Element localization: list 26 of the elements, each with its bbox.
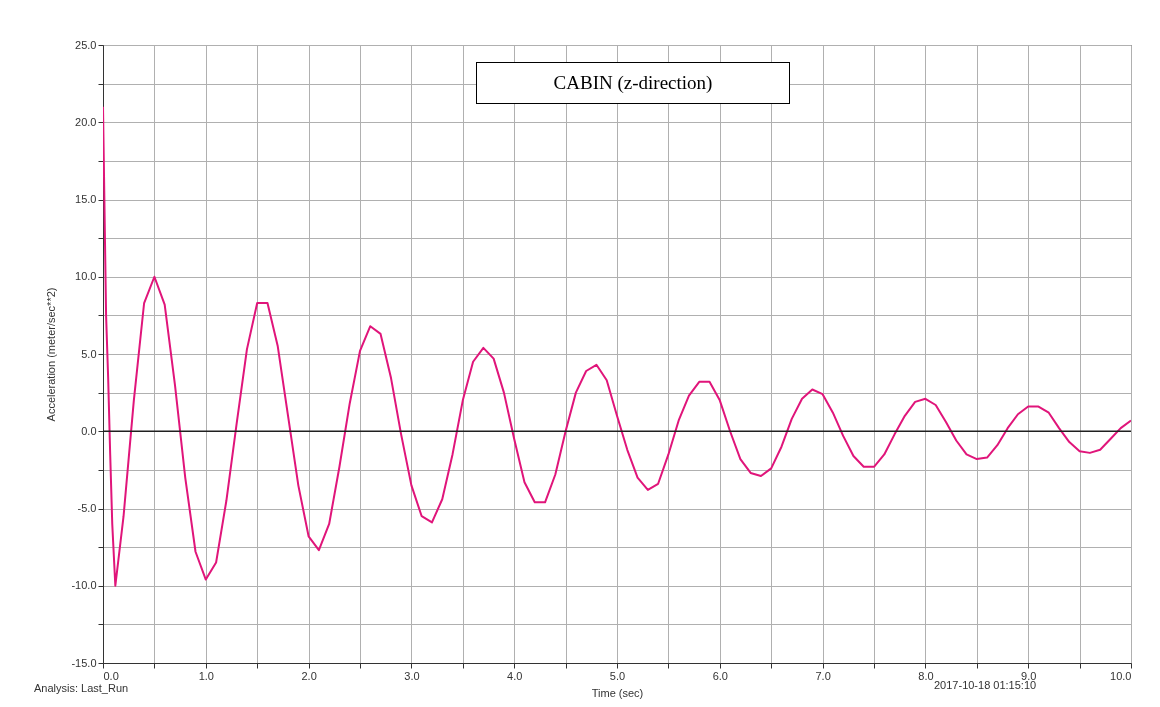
y-tick-label: 15.0 xyxy=(75,193,97,205)
x-tick-label: 8.0 xyxy=(918,669,934,682)
y-tick-label: 0.0 xyxy=(81,424,97,437)
y-tick-label: 25.0 xyxy=(75,38,97,51)
x-tick-label: 10.0 xyxy=(1110,669,1132,682)
y-tick-label: -15.0 xyxy=(71,656,97,669)
text: Analysis: Last_Run xyxy=(34,682,129,694)
x-tick-label: 5.0 xyxy=(609,669,626,682)
y-tick-label: -10.0 xyxy=(71,579,97,592)
x-tick-label: 1.0 xyxy=(198,669,214,682)
x-axis-title: Time (sec) xyxy=(591,686,644,699)
x-tick-label: 6.0 xyxy=(712,669,728,682)
y-axis-title: Acceleration (meter/sec**2) xyxy=(45,287,58,422)
y-tick-label: 5.0 xyxy=(81,347,97,360)
text-box: CABIN (z-direction) xyxy=(476,62,790,104)
x-tick-label: 7.0 xyxy=(815,669,831,682)
y-tick-label: 10.0 xyxy=(75,270,97,283)
x-tick-label: 9.0 xyxy=(1021,669,1037,682)
line-series xyxy=(103,105,1131,587)
x-tick-label: 3.0 xyxy=(404,669,420,682)
x-tick-label: 4.0 xyxy=(507,669,523,682)
text: 2017-10-18 01:15:10 xyxy=(934,679,1037,691)
y-tick-label: 20.0 xyxy=(75,115,97,128)
x-tick-label: 2.0 xyxy=(301,669,317,682)
y-tick-label: -5.0 xyxy=(77,502,97,514)
x-tick-label: 0.0 xyxy=(103,669,119,682)
